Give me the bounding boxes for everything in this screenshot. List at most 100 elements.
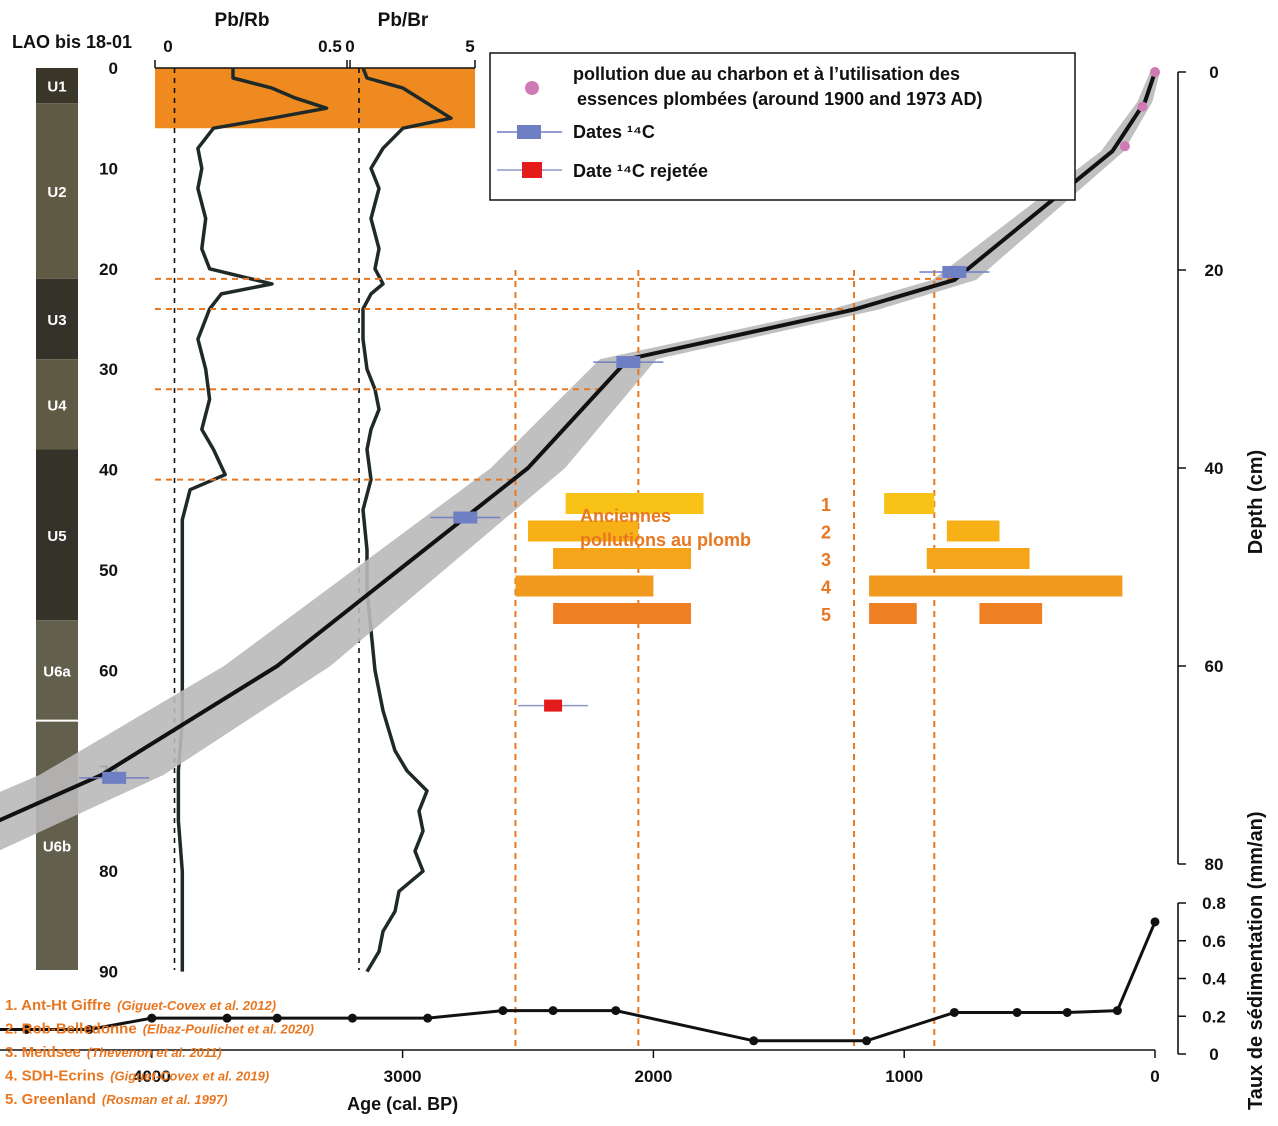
pb-br-curve [361,67,453,973]
pollution-period-bar [515,575,654,597]
pb-rb-title: Pb/Rb [215,10,270,31]
legend-rejected-label: Date ¹⁴C rejetée [573,161,708,181]
reference-cite: (Thevenon et al. 2011) [87,1045,222,1060]
period-number: 1 [821,495,831,515]
pollution-marker [1119,141,1130,152]
age-depth-panel: 1 2 3 4 5 Anciennes pollutions au plomb 0 20 40 60… [0,63,1267,1114]
c14-date-marker [102,771,127,784]
legend-pollution-label-1: pollution due au charbon et à l’utilisat… [573,64,960,84]
sed-axis-tick-label: 0 [1209,1045,1218,1064]
sed-rate-point [347,1013,357,1023]
depth-axis-label: Depth (cm) [1245,450,1267,554]
sed-rate-point [1150,917,1160,927]
legend-pollution-label-2: essences plombées (around 1900 and 1973 … [577,89,983,109]
age-axis-tick-label: 1000 [885,1067,923,1086]
sed-rate-point [21,1024,31,1034]
unit-block [36,449,78,621]
pollution-period-bar [565,493,704,514]
depth-tick-label: 10 [99,159,118,178]
c14-date-marker [942,265,967,278]
reference-entry: 2. Rob-Belledonne (Elbaz-Poulichet et al.… [5,1021,314,1038]
unit-block [36,620,78,721]
sed-rate-point [84,1024,94,1034]
legend-box [489,52,1076,201]
c14-date-marker [453,511,478,524]
reference-name: 4. SDH-Ecrins [5,1068,104,1085]
reference-cite: (Rosman et al. 1997) [102,1092,228,1107]
sed-axis-tick-label: 0.2 [1202,1007,1226,1026]
pollution-marker [1150,67,1160,77]
pb-rb-curve [176,68,329,972]
sed-rate-point [498,1006,508,1016]
unit-label: U2 [47,184,66,201]
age-model-line [0,71,1157,823]
pollution-period-bar [869,603,917,624]
age-axis-label: Age (cal. BP) [347,1094,458,1114]
unit-block [36,278,78,360]
annotation-line: pollutions au plomb [580,530,751,550]
age-axis-tick-label: 0 [1150,1067,1159,1086]
pb-br-panel: Pb/Br 0 5 [345,10,476,973]
unit-label: U4 [47,397,67,414]
depth-axis-tick-label: 80 [1205,855,1224,874]
pollution-period-bar [553,548,692,569]
reference-entry: 4. SDH-Ecrins (Giguet-Covex et al. 2019) [5,1068,269,1085]
reference-cite: (Elbaz-Poulichet et al. 2020) [143,1022,314,1037]
reference-cite: (Giguet-Covex et al. 2019) [110,1069,269,1084]
pollution-period-bar [926,548,1030,569]
stratigraphic-log: LAO bis 18-01 U1 U2 U3 U4 U5 U6a U6b 0 10 20 30 40 50… [12,32,132,982]
pb-br-tick-label: 0 [345,37,354,56]
sed-rate-point [611,1006,621,1016]
sed-rate-point [1062,1007,1072,1017]
legend-c14-label: Dates ¹⁴C [573,122,655,142]
unit-label: U1 [47,79,66,96]
depth-tick-label: 60 [99,661,118,680]
pb-rb-tick-label: 0.5 [318,37,342,56]
period-number: 3 [821,550,831,570]
depth-tick-label: 40 [99,461,118,480]
sed-axis-label: Taux de sédimentation (mm/an) [1245,811,1267,1110]
sedimentation-rate-panel: 0 0.2 0.4 0.6 0.8 Taux de sédimentation (mm/a… [0,811,1267,1110]
age-axis-tick-label: 2000 [634,1067,672,1086]
age-axis-tick-label: 3000 [384,1067,422,1086]
sed-rate-point [548,1006,558,1016]
pb-rb-tick-label: 0 [163,37,172,56]
depth-tick-label: 30 [99,360,118,379]
sed-rate-point [1012,1007,1022,1017]
depth-tick-label: 0 [109,59,118,78]
pollution-period-bar [553,603,692,624]
reference-name: 1. Ant-Ht Giffre [5,997,111,1014]
depth-axis-tick-label: 60 [1205,657,1224,676]
sed-rate-point [949,1007,959,1017]
reference-name: 2. Rob-Belledonne [5,1021,137,1038]
depth-axis-tick-label: 40 [1205,459,1224,478]
sed-rate-point [749,1036,759,1046]
unit-label: U6a [43,663,71,680]
period-number: 5 [821,605,831,625]
legend-pollution-symbol [525,81,539,95]
c14-date-marker [616,356,641,369]
depth-tick-label: 80 [99,862,118,881]
reference-name: 3. Meidsee [5,1044,81,1061]
unit-label: U3 [47,312,66,329]
unit-label: U6b [43,838,71,855]
sed-rate-point [1112,1006,1122,1016]
depth-tick-label: 90 [99,963,118,982]
pollution-zone [155,68,475,129]
sed-rate-point [147,1013,157,1023]
unit-block [36,103,78,279]
pollution-period-bar [979,603,1043,624]
pollution-period-bar [946,520,1000,542]
pb-rb-panel: Pb/Rb0 0.5 [154,10,475,972]
pb-br-tick-label: 5 [465,37,474,56]
unit-label: U5 [47,528,66,545]
sed-axis-tick-label: 0.8 [1202,894,1226,913]
depth-tick-label: 50 [99,561,118,580]
pollution-period-bar [884,493,935,514]
pollution-marker [1137,101,1148,112]
sed-rate-point [272,1013,282,1023]
reference-cite: (Giguet-Covex et al. 2012) [117,998,276,1013]
legend-rejected-symbol [522,162,542,178]
sed-axis-tick-label: 0.6 [1202,932,1226,951]
